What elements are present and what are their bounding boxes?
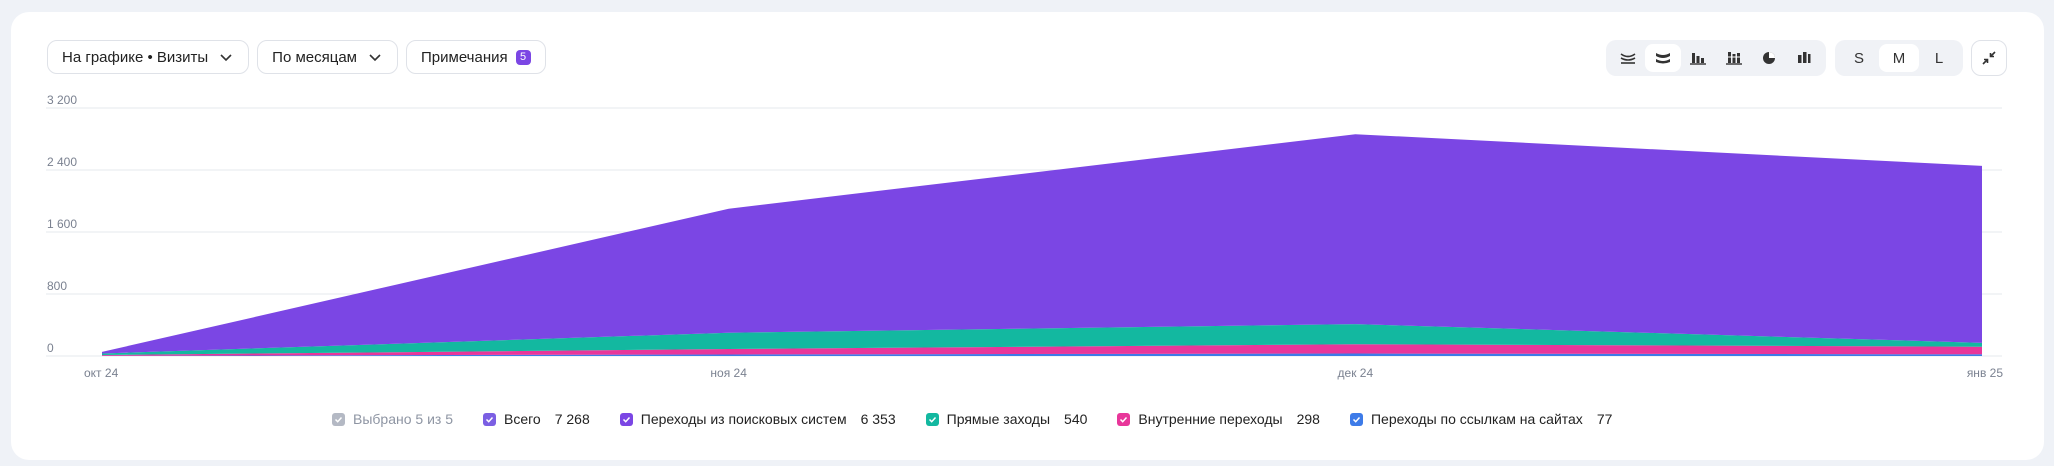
collapse-button[interactable] [1971,40,2007,76]
legend-item-value: 6 353 [860,411,896,427]
checkbox-icon [332,412,345,426]
x-tick-label: дек 24 [1338,366,1374,380]
x-tick-label: окт 24 [84,366,119,380]
legend-item-value: 7 268 [554,411,590,427]
notes-count-badge: 5 [515,49,531,65]
legend-item-label: Внутренние переходы [1138,411,1283,427]
y-tick-label: 1 600 [47,217,77,231]
legend-item-value: 540 [1064,411,1088,427]
legend-item-value: 77 [1596,411,1613,427]
area-stacked-icon[interactable] [1645,44,1681,72]
checkbox-icon [619,412,633,426]
legend-item-label: Прямые заходы [946,411,1051,427]
notes-label: Примечания [421,48,508,66]
series-area [102,324,1982,355]
y-tick-label: 3 200 [47,93,77,107]
area-lines-icon[interactable] [1610,44,1645,72]
chart-toolbar: На графике • Визиты По месяцам Примечани… [47,40,546,76]
pie-icon[interactable] [1751,44,1786,72]
chevron-down-icon [220,54,232,62]
y-tick-label: 0 [47,341,54,355]
chart-size-switcher: S M L [1835,40,1963,76]
legend-item[interactable]: Переходы из поисковых систем 6 353 [619,411,896,427]
chart-legend: Выбрано 5 из 5 Всего 7 268 Переходы из пои… [332,411,1642,427]
size-l-button[interactable]: L [1934,49,1944,67]
legend-item-value: 298 [1296,411,1320,427]
legend-items: Всего 7 268 Переходы из поисковых систем 6 … [483,411,1642,427]
size-m-button[interactable]: M [1879,44,1919,72]
metric-select-label: На графике • Визиты [62,48,209,66]
checkbox-icon [1349,412,1363,426]
period-select-label: По месяцам [272,48,357,66]
y-tick-label: 2 400 [47,155,77,169]
size-s-button[interactable]: S [1853,49,1864,67]
legend-select-all[interactable]: Выбрано 5 из 5 [332,411,453,427]
legend-item[interactable]: Внутренние переходы 298 [1117,411,1320,427]
checkbox-icon [1117,412,1131,426]
notes-button[interactable]: Примечания 5 [406,40,546,74]
collapse-icon [1982,51,1996,65]
legend-selected-label: Выбрано 5 из 5 [353,411,453,427]
series-area [102,353,1982,356]
legend-item-label: Всего [504,411,541,427]
metric-select[interactable]: На графике • Визиты [47,40,250,74]
checkbox-icon [483,412,496,426]
series-area [102,344,1982,356]
legend-item[interactable]: Переходы по ссылкам на сайтах 77 [1349,411,1613,427]
x-tick-label: ноя 24 [710,366,747,380]
chart-type-switcher [1606,40,1826,76]
checkbox-icon [925,412,939,426]
legend-item[interactable]: Всего 7 268 [483,411,590,427]
period-select[interactable]: По месяцам [257,40,398,74]
legend-item-label: Переходы из поисковых систем [640,411,847,427]
visits-area-chart: 0 800 1 600 2 400 3 200 окт 24 ноя 24 дек 24 янв… [46,93,2004,380]
bar-stacked-icon[interactable] [1716,44,1751,72]
legend-item[interactable]: Прямые заходы 540 [925,411,1088,427]
legend-item-label: Переходы по ссылкам на сайтах [1370,411,1583,427]
bar-icon[interactable] [1681,44,1716,72]
x-tick-label: янв 25 [1967,366,2004,380]
series-area [102,134,1982,354]
chevron-down-icon [369,54,381,62]
y-tick-label: 800 [47,279,67,293]
column-icon[interactable] [1787,44,1822,72]
